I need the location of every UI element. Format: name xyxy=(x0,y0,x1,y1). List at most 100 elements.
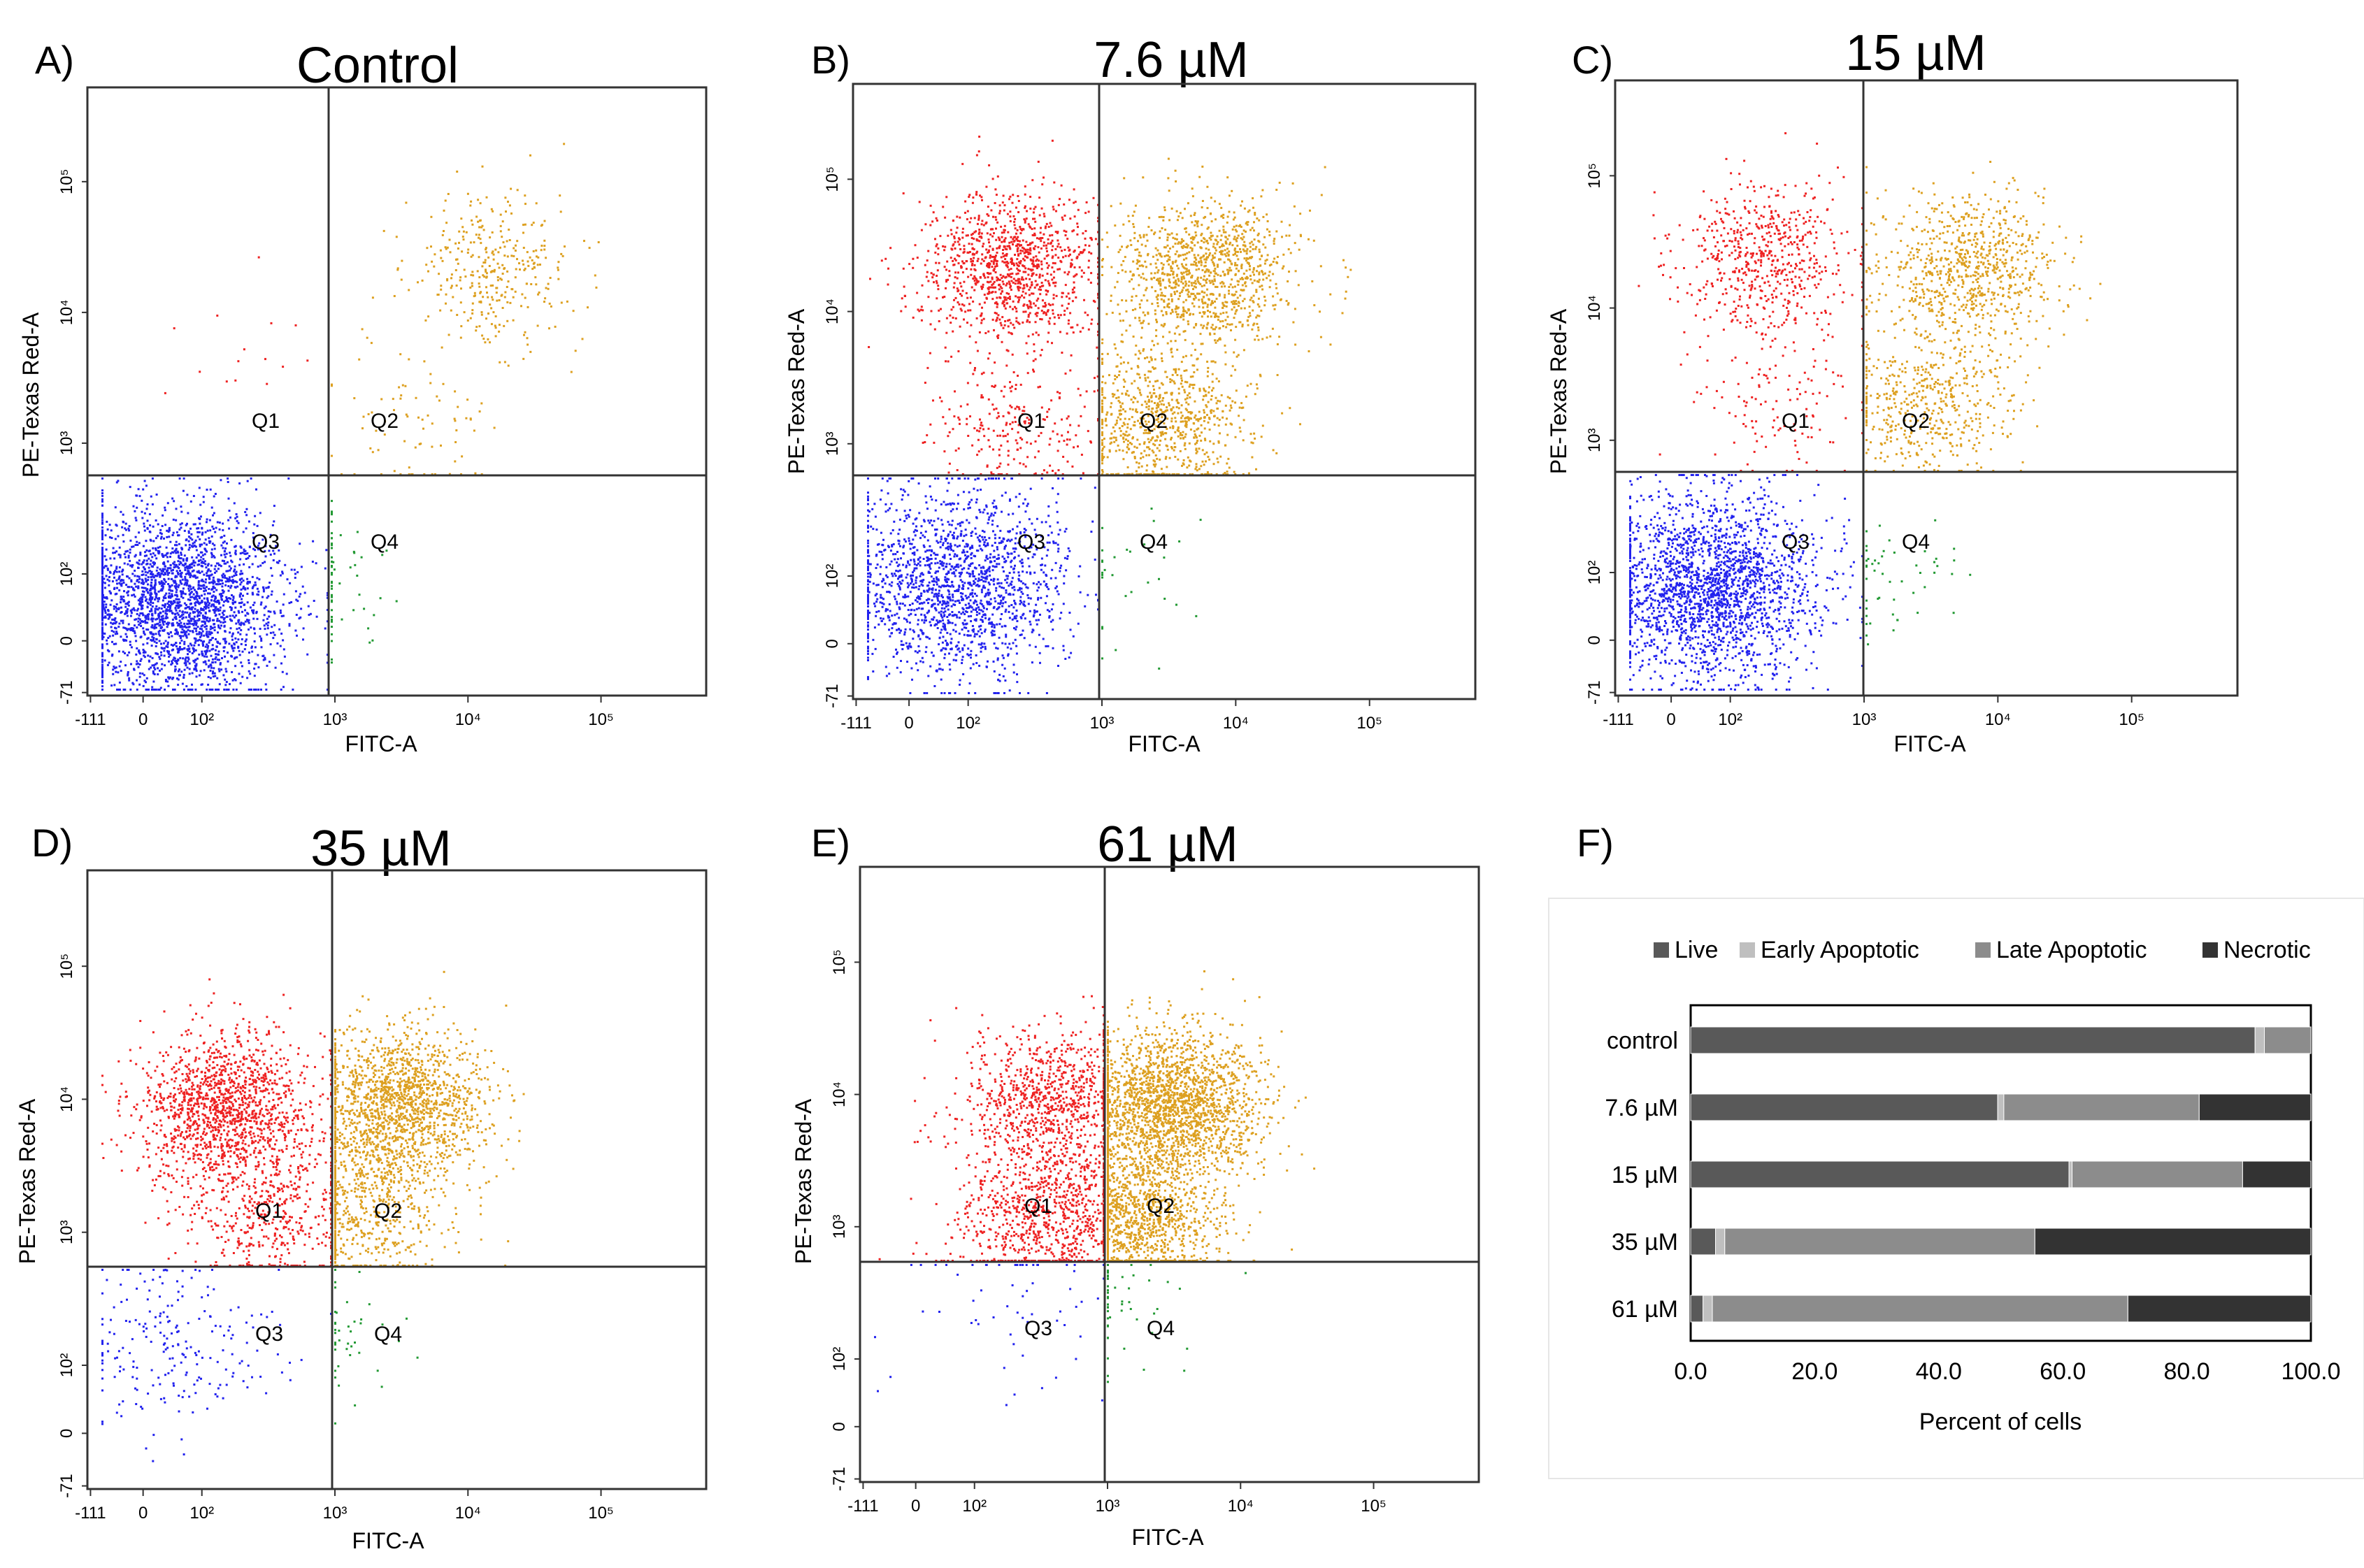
event-point-q2 xyxy=(418,443,421,445)
event-point-q3 xyxy=(964,594,967,597)
event-point-q3 xyxy=(882,598,884,600)
event-point-q3 xyxy=(1018,574,1021,577)
event-point-q3 xyxy=(941,616,944,619)
event-point-q1 xyxy=(1031,241,1034,244)
event-point-q3 xyxy=(915,582,917,584)
event-point-q3 xyxy=(136,561,138,564)
event-point-q2 xyxy=(396,267,399,270)
event-point-q3 xyxy=(867,530,869,533)
event-point-q3 xyxy=(926,556,929,559)
event-point-q3 xyxy=(210,666,213,669)
event-point-q3 xyxy=(867,549,869,552)
event-point-q3 xyxy=(938,611,940,614)
event-point-q3 xyxy=(259,512,262,515)
event-point-q3 xyxy=(210,556,213,559)
event-point-q3 xyxy=(877,584,880,587)
event-point-q3 xyxy=(109,603,112,606)
event-point-q3 xyxy=(1026,587,1029,589)
event-point-q3 xyxy=(288,623,291,626)
event-point-q3 xyxy=(128,677,131,679)
event-point-q3 xyxy=(283,655,286,658)
event-point-q2 xyxy=(550,305,552,308)
event-point-q3 xyxy=(129,640,131,643)
event-point-q1 xyxy=(980,285,983,288)
event-point-q3 xyxy=(963,619,966,621)
event-point-q3 xyxy=(171,618,174,621)
event-point-q3 xyxy=(175,563,178,566)
event-point-q3 xyxy=(113,605,115,607)
event-point-q3 xyxy=(231,579,234,582)
event-point-q3 xyxy=(138,575,141,578)
event-point-q3 xyxy=(904,594,906,596)
event-point-q3 xyxy=(190,533,193,535)
event-point-q3 xyxy=(1008,592,1011,595)
event-point-q3 xyxy=(159,528,162,531)
event-point-q3 xyxy=(956,616,959,619)
event-point-q3 xyxy=(968,682,971,685)
event-point-q3 xyxy=(940,610,943,613)
event-point-q3 xyxy=(142,627,145,630)
event-point-q1 xyxy=(1040,260,1043,263)
event-point-q3 xyxy=(221,574,224,577)
event-point-q3 xyxy=(185,631,188,633)
event-point-q3 xyxy=(941,668,944,671)
event-point-q3 xyxy=(154,624,157,626)
event-point-q3 xyxy=(223,553,226,556)
event-point-q3 xyxy=(928,581,931,584)
event-point-q3 xyxy=(1045,595,1048,598)
event-point-q3 xyxy=(173,616,176,619)
event-point-q2 xyxy=(486,292,488,294)
event-point-q3 xyxy=(178,584,180,587)
event-point-q3 xyxy=(200,639,203,642)
event-point-q4 xyxy=(367,627,370,630)
event-point-q3 xyxy=(279,609,282,612)
event-point-q3 xyxy=(226,599,229,601)
event-point-q3 xyxy=(262,619,265,621)
event-point-q3 xyxy=(113,667,116,670)
event-point-q3 xyxy=(957,502,959,505)
event-point-q3 xyxy=(989,556,991,559)
event-point-q3 xyxy=(1012,547,1015,550)
event-point-q3 xyxy=(223,560,226,563)
event-point-q3 xyxy=(229,552,231,554)
event-point-q3 xyxy=(115,670,117,673)
event-point-q3 xyxy=(1015,496,1017,498)
event-point-q3 xyxy=(979,511,982,514)
event-point-q2 xyxy=(487,338,489,340)
event-point-q2 xyxy=(498,330,501,333)
event-point-q1 xyxy=(961,227,964,230)
event-point-q3 xyxy=(987,603,989,605)
event-point-q3 xyxy=(185,603,187,606)
event-point-q1 xyxy=(243,348,245,351)
event-point-q3 xyxy=(113,557,116,560)
event-point-q3 xyxy=(110,599,113,602)
event-point-q2 xyxy=(507,280,510,283)
event-point-q3 xyxy=(141,605,143,608)
event-point-q3 xyxy=(947,585,950,587)
event-point-q3 xyxy=(940,538,943,540)
event-point-q3 xyxy=(267,595,270,598)
event-point-q2 xyxy=(400,278,403,281)
event-point-q3 xyxy=(175,660,178,662)
event-point-q3 xyxy=(1054,587,1057,589)
event-point-q3 xyxy=(947,542,950,545)
event-point-q2 xyxy=(438,399,440,402)
event-point-q3 xyxy=(112,634,115,637)
event-point-q3 xyxy=(945,640,947,642)
event-point-q3 xyxy=(174,576,177,579)
event-point-q3 xyxy=(936,540,938,542)
event-point-q3 xyxy=(141,563,143,566)
event-point-q3 xyxy=(868,572,871,575)
event-point-q3 xyxy=(967,503,970,506)
x-tick-label: 0 xyxy=(138,710,148,729)
x-tick-label: -111 xyxy=(75,710,106,729)
event-point-q3 xyxy=(181,682,184,685)
event-point-q3 xyxy=(229,618,231,621)
event-point-q3 xyxy=(181,631,184,634)
event-point-q2 xyxy=(524,203,526,206)
event-point-q3 xyxy=(230,559,233,562)
event-point-q3 xyxy=(127,603,129,605)
event-point-q3 xyxy=(227,561,229,563)
event-point-q3 xyxy=(182,596,185,599)
event-point-q2 xyxy=(433,265,436,268)
